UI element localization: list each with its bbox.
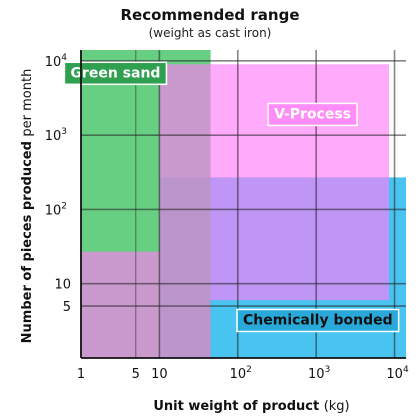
green-sand-label-box bbox=[63, 61, 168, 86]
y-tick-label: 5 bbox=[63, 300, 71, 315]
v-process-label: V-Process bbox=[267, 102, 358, 127]
region-label-layer: Chemically bonded Green sand V-Process bbox=[63, 61, 400, 333]
v-process-label-text: V-Process bbox=[274, 106, 351, 122]
chart-subtitle: (weight as cast iron) bbox=[148, 26, 272, 40]
x-tick-label: 104 bbox=[386, 365, 409, 382]
x-tick-label: 102 bbox=[230, 365, 252, 382]
chemically-bonded-label-text: Chemically bonded bbox=[243, 312, 393, 328]
x-tick-label: 103 bbox=[308, 365, 330, 382]
x-tick-label: 1 bbox=[77, 367, 85, 382]
y-axis-label: Number of pieces produced per month bbox=[20, 69, 35, 344]
chart-title: Recommended range bbox=[120, 6, 300, 24]
grid-layer bbox=[80, 50, 406, 358]
x-axis-label: Unit weight of product (kg) bbox=[153, 399, 349, 414]
y-tick-label: 104 bbox=[45, 53, 68, 70]
chemically-bonded-label: Chemically bonded bbox=[236, 308, 400, 333]
x-tick-label: 10 bbox=[151, 367, 168, 382]
v-process-region-1 bbox=[159, 64, 390, 301]
x-tick-label: 5 bbox=[132, 367, 140, 382]
y-tick-label: 102 bbox=[45, 201, 67, 218]
y-tick-label: 103 bbox=[45, 127, 67, 144]
green-sand-label-text: Green sand bbox=[70, 65, 160, 81]
green-sand-label: Green sand bbox=[63, 61, 168, 86]
v-process-label-box bbox=[267, 102, 358, 127]
y-tick-label: 10 bbox=[54, 278, 71, 293]
v-process-region-2 bbox=[81, 251, 160, 358]
v-process-region-3 bbox=[159, 300, 211, 358]
axes-layer: 1 5 10 102 103 104 5 10 102 103 104 Unit weight of … bbox=[20, 50, 409, 414]
chemically-bonded-label-box bbox=[236, 308, 400, 333]
